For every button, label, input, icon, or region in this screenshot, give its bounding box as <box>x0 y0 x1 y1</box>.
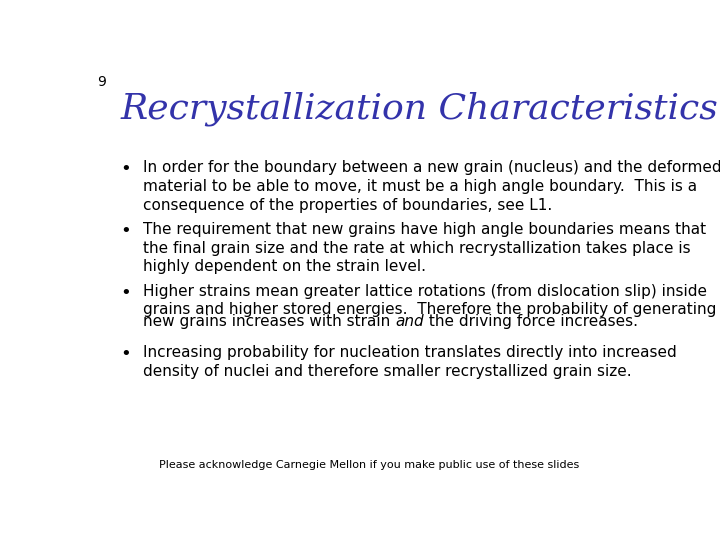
Text: Increasing probability for nucleation translates directly into increased
density: Increasing probability for nucleation tr… <box>143 345 677 379</box>
Text: the driving force increases.: the driving force increases. <box>424 314 638 329</box>
Text: and: and <box>395 314 424 329</box>
Text: •: • <box>121 284 132 301</box>
Text: The requirement that new grains have high angle boundaries means that
the final : The requirement that new grains have hig… <box>143 222 706 274</box>
Text: In order for the boundary between a new grain (nucleus) and the deformed
materia: In order for the boundary between a new … <box>143 160 720 213</box>
Text: •: • <box>121 222 132 240</box>
Text: Please acknowledge Carnegie Mellon if you make public use of these slides: Please acknowledge Carnegie Mellon if yo… <box>159 460 579 470</box>
Text: Recrystallization Characteristics: Recrystallization Characteristics <box>121 92 719 126</box>
Text: •: • <box>121 160 132 178</box>
Text: new grains increases with strain: new grains increases with strain <box>143 314 395 329</box>
Text: •: • <box>121 345 132 363</box>
Text: Higher strains mean greater lattice rotations (from dislocation slip) inside
gra: Higher strains mean greater lattice rota… <box>143 284 716 317</box>
Text: 9: 9 <box>96 75 106 89</box>
